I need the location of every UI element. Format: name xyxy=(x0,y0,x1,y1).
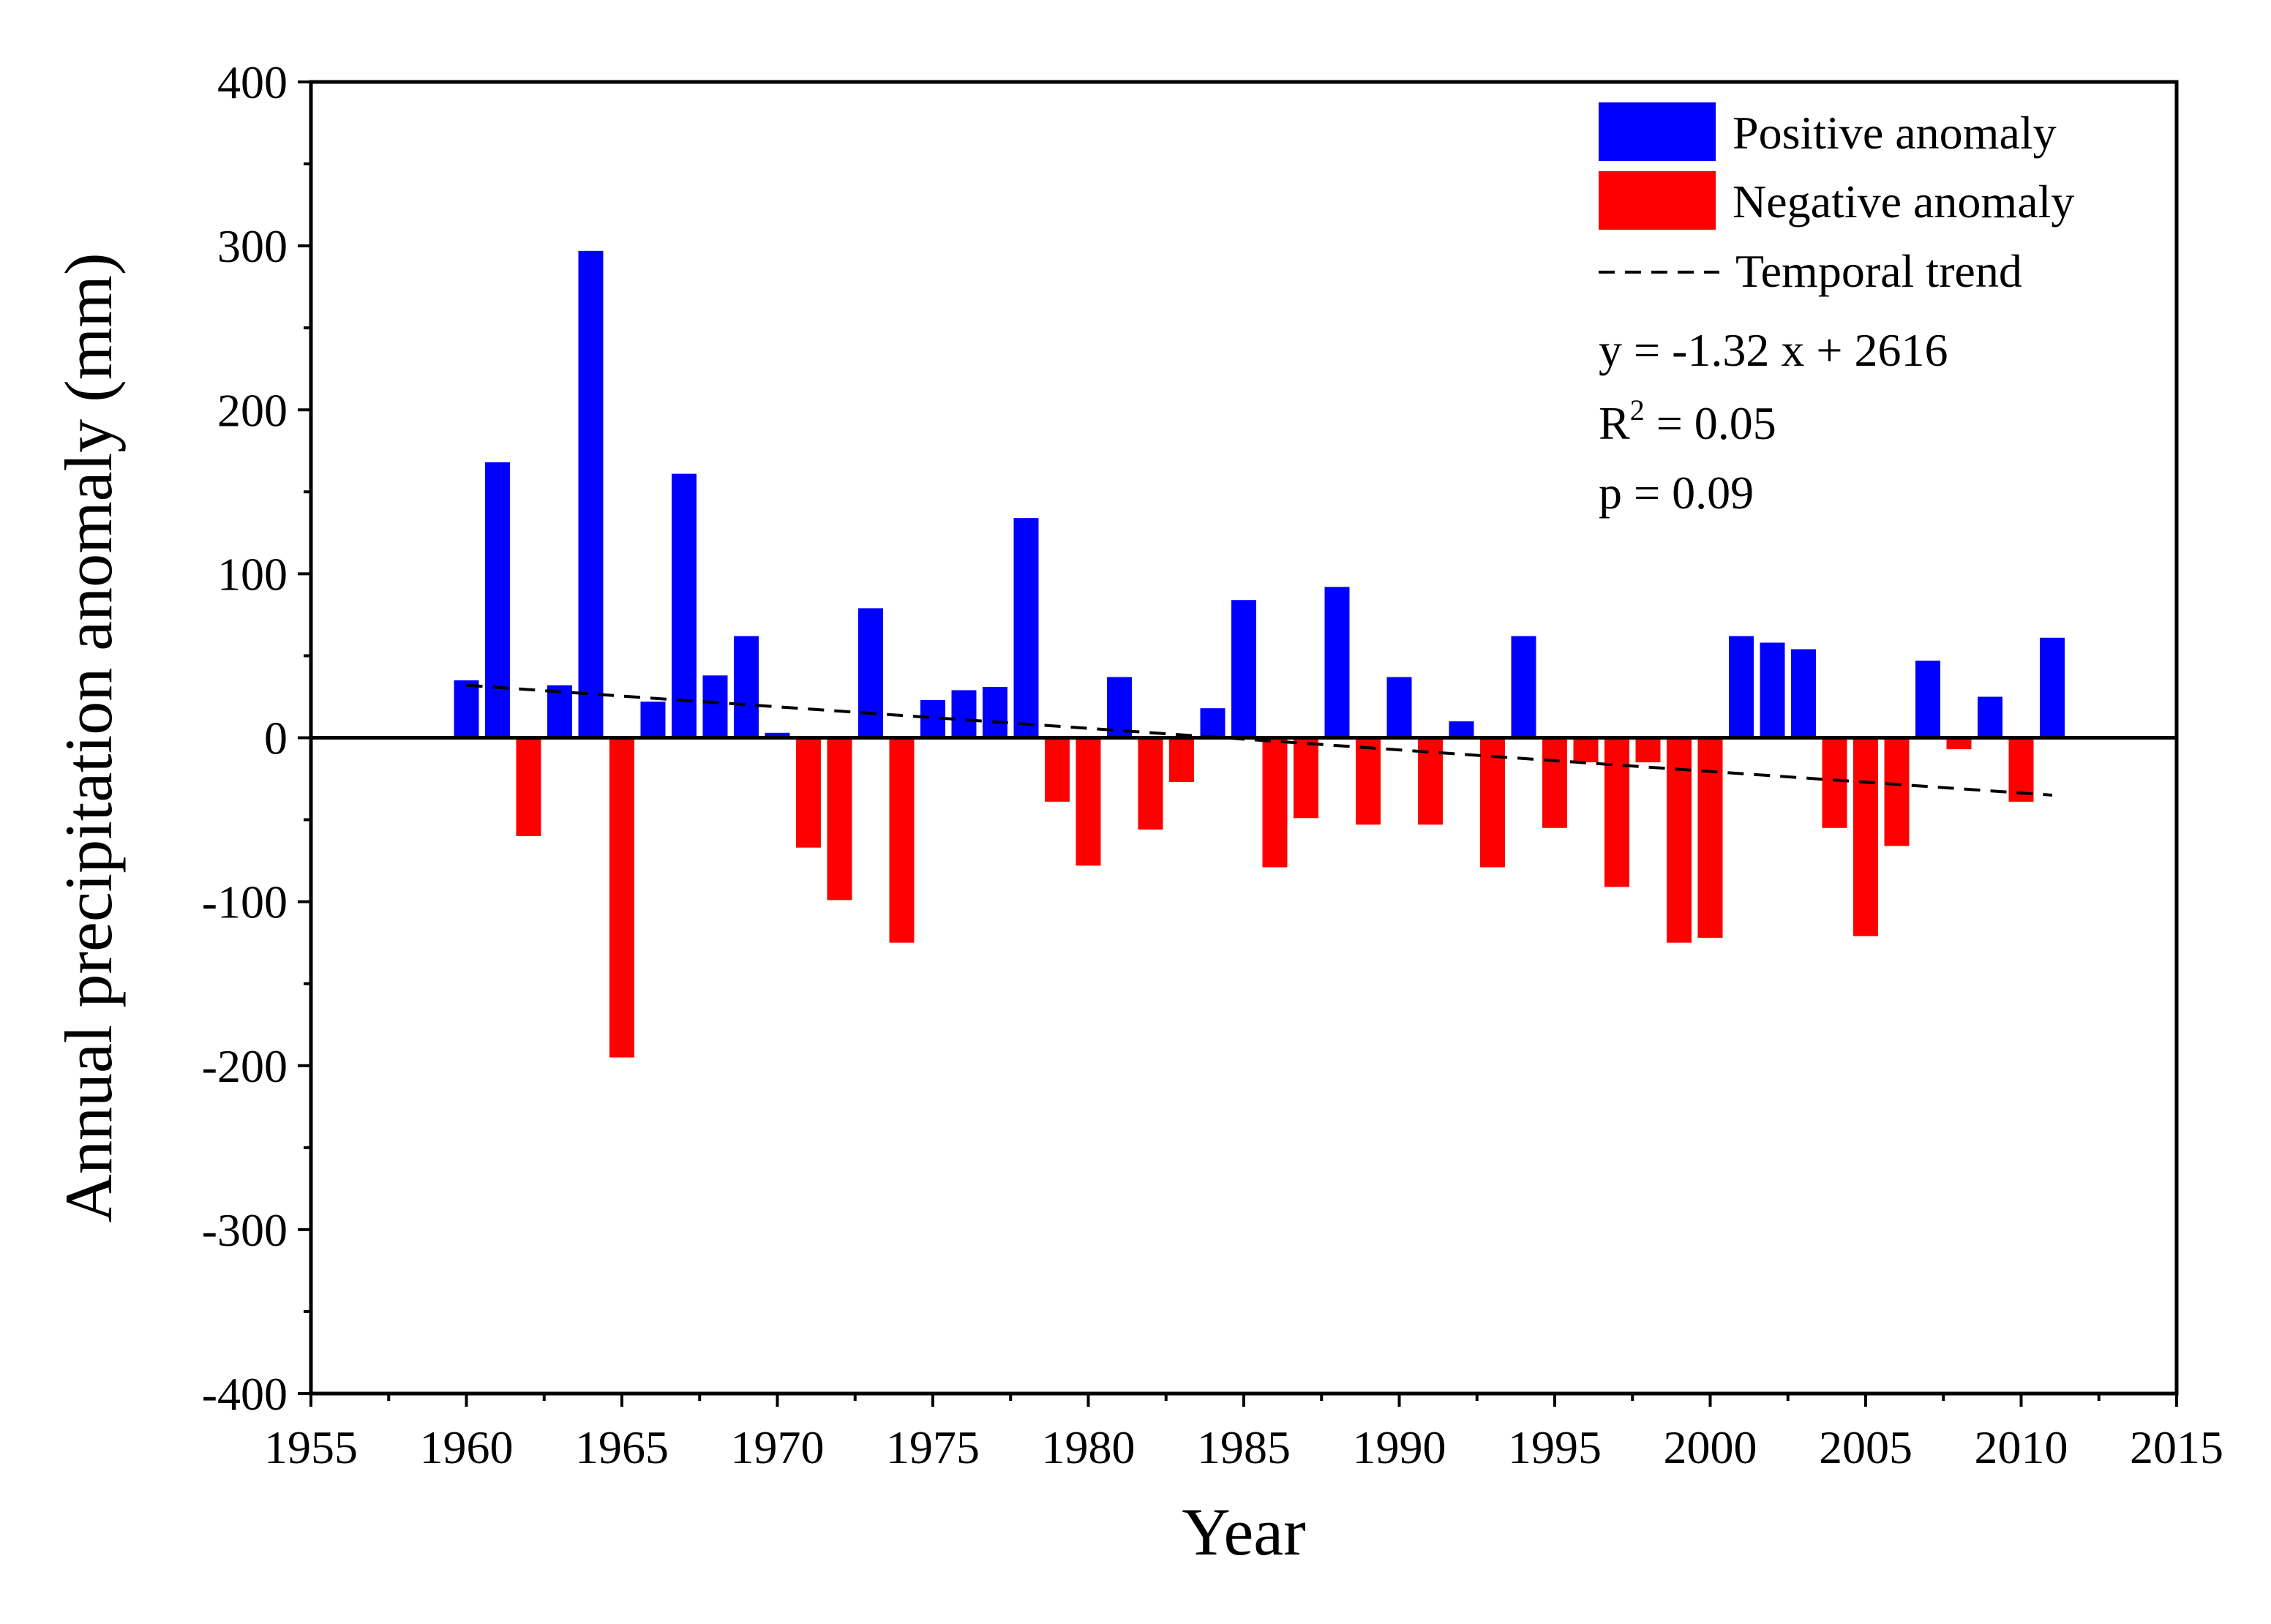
bar-1968 xyxy=(702,675,728,738)
bar-1987 xyxy=(1294,737,1318,819)
bar-1973 xyxy=(858,608,883,738)
bar-1964 xyxy=(578,250,604,738)
bar-1982 xyxy=(1138,737,1163,830)
bar-1992 xyxy=(1449,721,1474,738)
bar-1965 xyxy=(609,737,634,1058)
bar-1977 xyxy=(983,687,1007,738)
bar-1971 xyxy=(796,737,821,848)
x-tick-label: 2010 xyxy=(1975,1421,2068,1473)
y-tick-label: 400 xyxy=(217,56,288,108)
trend-line xyxy=(466,683,2053,797)
bar-1960 xyxy=(454,680,479,738)
legend-swatch-positive xyxy=(1599,102,1716,161)
bar-2001 xyxy=(1729,636,1754,738)
bar-2009 xyxy=(1978,696,2002,738)
y-tick-label: 200 xyxy=(217,384,288,436)
bar-1962 xyxy=(516,737,541,836)
bar-1980 xyxy=(1076,737,1101,866)
legend-swatch-negative xyxy=(1599,171,1716,230)
bar-1999 xyxy=(1667,737,1692,943)
y-tick-label: 300 xyxy=(217,220,288,272)
x-tick-label: 2005 xyxy=(1819,1421,1912,1473)
x-tick-label: 1990 xyxy=(1353,1421,1446,1473)
x-tick-label: 1975 xyxy=(886,1421,980,1473)
y-tick-label: 100 xyxy=(217,548,288,600)
x-tick-label: 2015 xyxy=(2130,1421,2223,1473)
x-tick-label: 1965 xyxy=(575,1421,669,1473)
bar-2003 xyxy=(1791,649,1816,738)
legend-label-negative: Negative anomaly xyxy=(1733,176,2074,228)
bar-1994 xyxy=(1511,636,1536,738)
bar-1963 xyxy=(547,685,572,738)
bar-2011 xyxy=(2040,637,2065,738)
bar-2007 xyxy=(1915,661,1940,738)
trend-p-value: p = 0.09 xyxy=(1599,467,1754,519)
bar-1981 xyxy=(1107,677,1132,738)
bar-1988 xyxy=(1324,587,1350,738)
bar-1989 xyxy=(1356,737,1381,825)
bar-1961 xyxy=(485,462,510,738)
bar-1986 xyxy=(1262,737,1288,868)
bar-1996 xyxy=(1573,737,1599,763)
x-tick-label: 1980 xyxy=(1042,1421,1136,1473)
legend-label-trend: Temporal trend xyxy=(1735,245,2022,297)
bar-2000 xyxy=(1697,737,1723,938)
bar-2008 xyxy=(1946,737,1972,750)
bar-1976 xyxy=(951,690,977,738)
bar-1990 xyxy=(1386,677,1412,738)
x-tick-label: 1995 xyxy=(1508,1421,1602,1473)
bar-1969 xyxy=(734,636,759,738)
bar-1978 xyxy=(1013,518,1039,738)
bar-1993 xyxy=(1480,737,1505,868)
bar-2010 xyxy=(2008,737,2034,802)
bar-1966 xyxy=(640,702,666,738)
bar-2002 xyxy=(1760,642,1785,738)
y-tick-label: -300 xyxy=(202,1204,288,1256)
x-axis-title: Year xyxy=(1182,1495,1306,1569)
y-tick-label: -200 xyxy=(202,1040,288,1092)
legend-label-positive: Positive anomaly xyxy=(1733,107,2057,159)
bar-1997 xyxy=(1604,737,1629,887)
x-tick-label: 1960 xyxy=(420,1421,514,1473)
x-tick-label: 1985 xyxy=(1197,1421,1291,1473)
bar-1984 xyxy=(1200,708,1225,738)
bar-2005 xyxy=(1853,737,1878,936)
x-tick-label: 2000 xyxy=(1664,1421,1757,1473)
trend-r-squared: R2 = 0.05 xyxy=(1599,394,1776,449)
bar-1974 xyxy=(889,737,915,943)
bar-1983 xyxy=(1169,737,1194,783)
bar-1979 xyxy=(1045,737,1070,802)
y-tick-label: -100 xyxy=(202,876,288,928)
y-tick-label: 0 xyxy=(264,713,288,764)
bar-1970 xyxy=(765,732,790,738)
x-tick-label: 1955 xyxy=(264,1421,358,1473)
y-axis-title: Annual precipitation anomaly (mm) xyxy=(51,253,126,1223)
bar-1985 xyxy=(1231,600,1256,738)
x-tick-label: 1970 xyxy=(731,1421,825,1473)
bar-2004 xyxy=(1822,737,1847,828)
trend-equation: y = -1.32 x + 2616 xyxy=(1599,324,1948,376)
y-tick-label: -400 xyxy=(202,1368,288,1420)
bar-1995 xyxy=(1542,737,1567,828)
bar-2006 xyxy=(1884,737,1910,846)
bar-1972 xyxy=(827,737,852,901)
bar-1967 xyxy=(672,473,697,738)
bar-1998 xyxy=(1635,737,1661,763)
